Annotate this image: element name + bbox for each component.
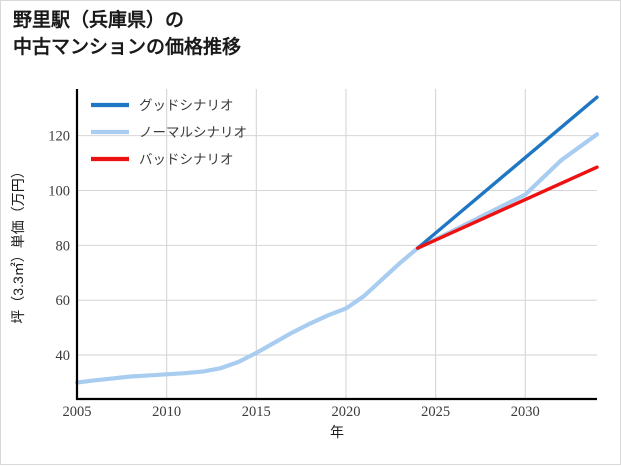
x-tick-labels: 2005 2010 2015 2020 2025 2030 (63, 404, 540, 420)
axis-spine-left-bottom (75, 89, 597, 401)
axis-spines (75, 89, 597, 401)
x-tick-label: 2005 (63, 404, 92, 420)
y-tick-label: 80 (56, 238, 71, 254)
y-tick-label: 40 (56, 348, 71, 364)
x-tick-label: 2030 (511, 404, 540, 420)
x-tick-label: 2020 (331, 404, 360, 420)
x-tick-label: 2010 (152, 404, 181, 420)
series-group (74, 95, 600, 385)
y-tick-labels: 40 60 80 100 120 (48, 129, 70, 364)
series-line-normal (74, 132, 600, 385)
gridlines-group (76, 89, 597, 399)
x-axis-title: 年 (330, 424, 344, 440)
y-tick-label: 60 (56, 293, 71, 309)
y-axis-title: 坪（3.3㎡）単価（万円） (10, 164, 26, 323)
series-line-bad (415, 165, 599, 250)
legend-label: ノーマルシナリオ (139, 125, 247, 140)
legend-label: バッドシナリオ (139, 152, 234, 167)
y-tick-label: 100 (48, 184, 70, 200)
x-tick-label: 2015 (242, 404, 271, 420)
y-tick-label: 120 (48, 129, 70, 145)
series-line-good (415, 95, 599, 250)
x-tick-label: 2025 (421, 404, 450, 420)
chart-title: 野里駅（兵庫県）の 中古マンションの価格推移 (13, 10, 242, 58)
legend-label: グッドシナリオ (139, 98, 234, 113)
